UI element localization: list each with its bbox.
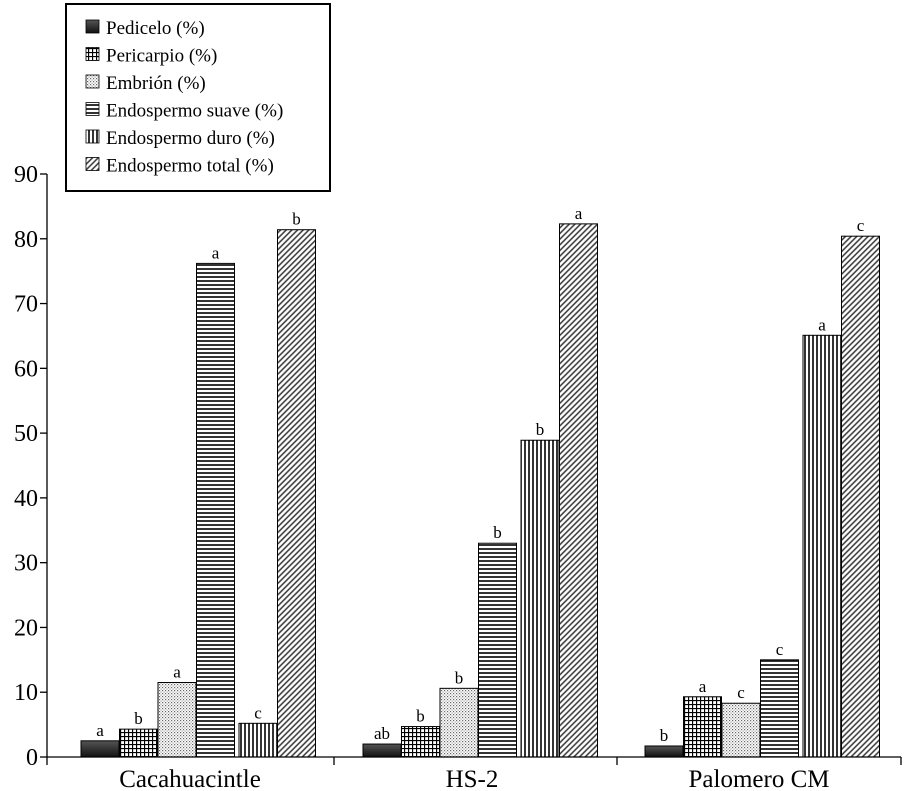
bar-letter-0-5: b [292, 210, 301, 229]
bar-letter-0-1: b [134, 709, 143, 728]
bar-2-1 [683, 696, 722, 758]
y-tick-label: 40 [14, 486, 38, 512]
bar-1-4 [520, 439, 560, 758]
bar-1-5 [559, 223, 598, 758]
legend: Pedicelo (%) Pericarpio (%) Embrión (%) End… [65, 3, 331, 192]
bar-2-5 [841, 235, 880, 758]
legend-label-4: Endospermo duro (%) [106, 128, 275, 149]
legend-label-5: Endospermo total (%) [106, 156, 274, 177]
bar-letter-2-5: c [857, 216, 865, 235]
legend-swatch-1 [85, 47, 100, 61]
bar-letter-0-2: a [173, 663, 181, 682]
x-tick-label-1: HS-2 [446, 766, 499, 791]
legend-swatch-2 [85, 74, 100, 89]
bar-2-4 [802, 334, 842, 758]
legend-swatch-3 [85, 102, 100, 116]
y-tick-label: 60 [14, 356, 38, 382]
legend-label-0: Pedicelo (%) [106, 18, 205, 39]
bar-letter-2-2: c [737, 683, 745, 702]
axes-layer: 0 10 20 30 40 50 60 70 80 90 Cacahuacintle HS-2 Palo… [14, 162, 902, 791]
bar-letter-1-0: ab [374, 724, 390, 743]
bar-2-2 [721, 702, 761, 758]
y-tick-label: 20 [14, 615, 38, 641]
bar-letter-0-0: a [96, 721, 104, 740]
bar-letter-2-1: a [699, 677, 707, 696]
bar-1-2 [439, 687, 479, 758]
bar-letter-1-2: b [455, 668, 464, 687]
bar-1-0 [362, 743, 402, 758]
legend-label-2: Embrión (%) [106, 73, 206, 94]
y-tick-label: 50 [14, 421, 38, 447]
bar-0-0 [80, 740, 120, 758]
legend-swatch-4 [85, 129, 100, 144]
bar-1-3 [478, 542, 517, 758]
legend-label-3: Endospermo suave (%) [106, 101, 283, 122]
y-tick-label: 10 [14, 680, 38, 706]
bar-2-0 [644, 745, 684, 758]
bar-letter-2-0: b [660, 726, 669, 745]
bar-1-1 [401, 726, 440, 758]
bar-letter-1-5: a [575, 204, 583, 223]
bar-0-2 [157, 682, 197, 758]
legend-swatch-0 [85, 19, 100, 34]
legend-box [65, 3, 331, 192]
y-tick-label: 80 [14, 227, 38, 253]
y-tick-label: 0 [26, 745, 38, 771]
y-tick-label: 30 [14, 551, 38, 577]
bar-0-1 [119, 728, 158, 758]
bar-letter-0-3: a [212, 243, 220, 262]
bar-letter-2-4: a [818, 315, 826, 334]
bar-letter-0-4: c [254, 703, 262, 722]
x-tick-label-0: Cacahuacintle [119, 766, 261, 791]
x-tick-label-2: Palomero CM [689, 766, 830, 791]
bar-0-4 [238, 722, 278, 758]
legend-label-1: Pericarpio (%) [106, 46, 217, 67]
legend-swatch-5 [85, 157, 100, 171]
y-tick-label: 70 [14, 292, 38, 318]
bar-2-3 [760, 659, 799, 758]
bar-letter-1-1: b [416, 707, 425, 726]
bar-letter-2-3: c [776, 640, 784, 659]
bar-0-3 [196, 262, 235, 758]
bar-0-5 [277, 229, 316, 758]
y-tick-label: 90 [14, 162, 38, 188]
bar-letter-1-4: b [536, 420, 545, 439]
bar-letter-1-3: b [493, 523, 502, 542]
